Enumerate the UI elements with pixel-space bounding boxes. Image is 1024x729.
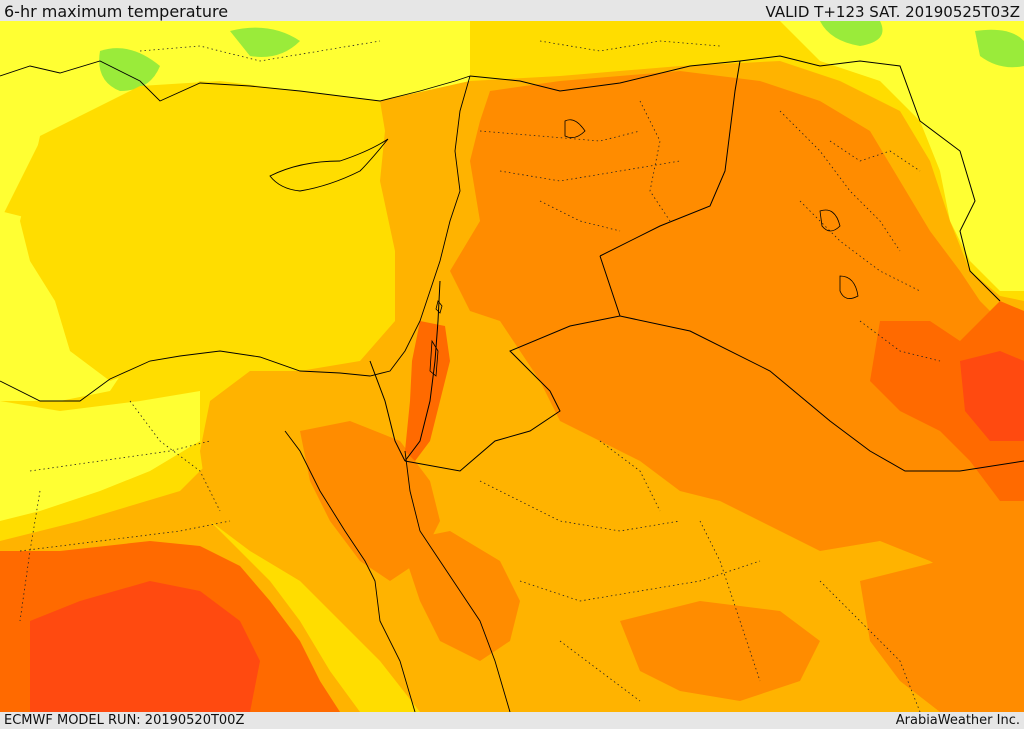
- green-patch-n: [230, 27, 300, 57]
- lake-assad: [564, 119, 586, 139]
- cool-zone-southwest: [0, 391, 200, 521]
- footer-bar: ECMWF MODEL RUN: 20190520T00Z ArabiaWeat…: [0, 712, 1024, 729]
- mediterranean-sea: [20, 81, 400, 381]
- green-patch-ne: [820, 21, 883, 46]
- header-bar: 6-hr maximum temperature VALID T+123 SAT…: [0, 0, 1024, 21]
- lake-habbaniyah: [839, 275, 859, 299]
- coastline-levant: [0, 75, 471, 402]
- extreme-zone-iraq: [960, 351, 1024, 441]
- green-patch-nw: [99, 48, 160, 91]
- map-title: 6-hr maximum temperature: [4, 3, 229, 21]
- very-hot-zone-iraq: [870, 301, 1024, 501]
- hot-zone-arabia-south: [620, 601, 820, 701]
- hot-zone-east: [860, 561, 1024, 712]
- brand-credit: ArabiaWeather Inc.: [895, 713, 1020, 728]
- province-boundaries: [19, 40, 941, 712]
- coastline-red-sea-east: [404, 450, 511, 712]
- valid-time: VALID T+123 SAT. 20190525T03Z: [765, 3, 1020, 21]
- extreme-zone-egypt: [30, 581, 260, 712]
- border-turkey-syria: [469, 55, 1001, 302]
- temperature-map-svg: [0, 21, 1024, 712]
- coastline-turkey: [0, 60, 471, 102]
- galilee-sea: [435, 300, 443, 314]
- border-jordan: [404, 255, 621, 472]
- dead-sea: [429, 339, 439, 377]
- border-saudi-iraq: [619, 315, 1024, 472]
- model-run: ECMWF MODEL RUN: 20190520T00Z: [4, 713, 245, 728]
- border-israel-jordan: [404, 280, 441, 462]
- very-hot-zone-jordan-valley: [405, 321, 450, 461]
- green-patch-ne2: [975, 29, 1024, 68]
- border-syria-iraq: [599, 60, 741, 257]
- hot-zone-red-sea-coast: [400, 531, 520, 661]
- coastline-red-sea-west: [284, 430, 416, 712]
- lake-tharthar: [819, 209, 841, 232]
- cyprus-island: [269, 138, 389, 192]
- cool-zone-northeast: [780, 21, 1024, 291]
- weather-map[interactable]: [0, 21, 1024, 712]
- border-egypt-israel: [369, 360, 406, 462]
- hot-zone-syria-iraq: [450, 71, 1024, 591]
